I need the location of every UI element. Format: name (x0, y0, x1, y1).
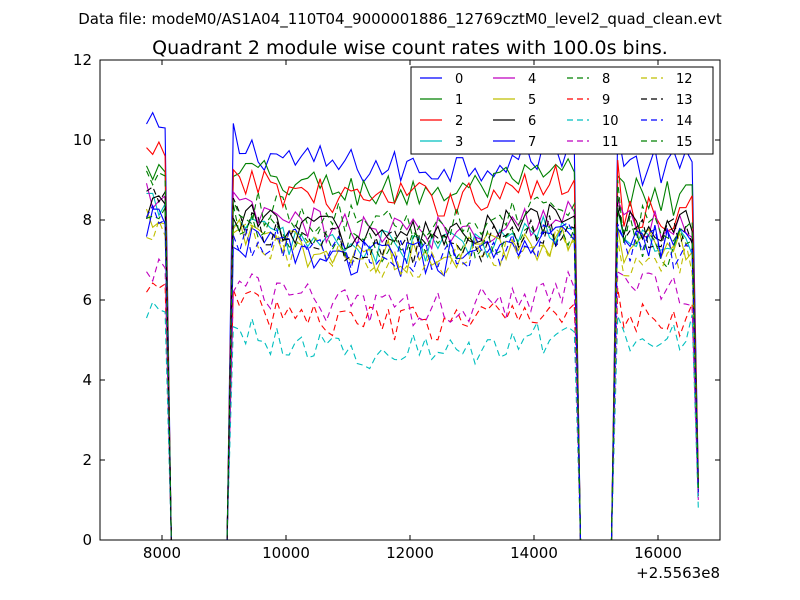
series-line-15 (145, 170, 699, 540)
x-offset-label: +2.5563e8 (636, 564, 720, 582)
legend-label-15: 15 (676, 135, 693, 150)
legend-label-2: 2 (455, 114, 463, 129)
y-tick-label: 0 (82, 531, 92, 549)
series-line-2 (146, 140, 699, 540)
legend-label-5: 5 (528, 93, 536, 108)
x-tick-label: 10000 (262, 544, 310, 562)
legend-label-6: 6 (528, 114, 536, 129)
legend-label-8: 8 (602, 72, 610, 87)
series-layer (145, 111, 699, 540)
x-tick-label: 14000 (510, 544, 558, 562)
legend-label-9: 9 (602, 93, 610, 108)
series-line-8 (146, 204, 699, 540)
legend-label-11: 11 (602, 135, 619, 150)
y-tick-label: 4 (82, 371, 92, 389)
series-line-11 (146, 257, 699, 540)
legend-label-4: 4 (528, 72, 536, 87)
series-line-13 (146, 185, 699, 540)
legend-label-13: 13 (676, 93, 693, 108)
y-tick-label: 10 (73, 131, 92, 149)
series-line-10 (145, 300, 699, 540)
data-file-label: Data file: modeM0/AS1A04_110T04_90000018… (78, 10, 722, 29)
y-tick-label: 12 (73, 51, 92, 69)
series-line-9 (146, 282, 699, 540)
series-line-1 (145, 157, 699, 540)
y-tick-label: 8 (82, 211, 92, 229)
legend-label-0: 0 (455, 72, 463, 87)
x-tick-label: 12000 (386, 544, 434, 562)
chart-title: Quadrant 2 module wise count rates with … (152, 37, 668, 59)
y-tick-label: 6 (82, 291, 92, 309)
legend-label-10: 10 (602, 114, 619, 129)
legend-label-1: 1 (455, 93, 463, 108)
x-tick-label: 16000 (634, 544, 682, 562)
series-line-12 (146, 218, 699, 540)
legend-label-3: 3 (455, 135, 463, 150)
legend-label-12: 12 (676, 72, 693, 87)
y-tick-label: 2 (82, 451, 92, 469)
legend-label-7: 7 (528, 135, 536, 150)
x-tick-label: 8000 (143, 544, 181, 562)
series-line-6 (145, 195, 699, 540)
legend-box (410, 66, 714, 155)
legend-label-14: 14 (676, 114, 693, 129)
